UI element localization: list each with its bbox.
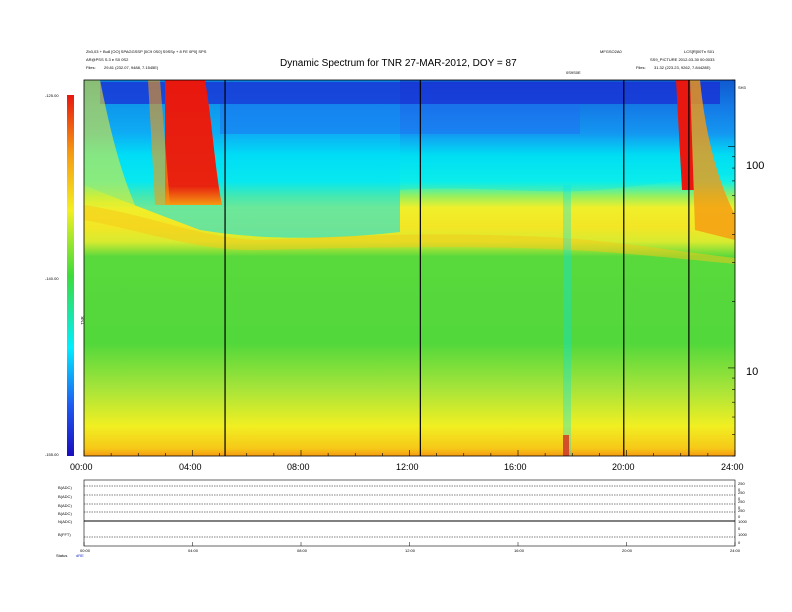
lower-row-label-6: B(FFT) — [58, 532, 71, 537]
lower-x-tick-0400: 04:00 — [188, 548, 199, 553]
header-left-files-label: Files: — [86, 65, 96, 70]
spectrogram-blue-band-2 — [220, 104, 580, 134]
lower-panel-frame — [83, 479, 736, 547]
lower-row-label-1: B(ADC) — [58, 485, 72, 490]
x-tick-0400: 04:00 — [179, 462, 202, 472]
lower-x-tick-2000: 20:00 — [622, 548, 633, 553]
lower-right-tick-12: 0 — [738, 540, 741, 545]
colorbar — [67, 95, 74, 456]
header-right-line1: MFGSO2A0 — [600, 49, 622, 54]
lower-x-tick-0000: 00:00 — [80, 548, 91, 553]
x-tick-2000: 20:00 — [612, 462, 635, 472]
lower-right-tick-5: 250 — [738, 499, 745, 504]
lower-x-tick-0800: 08:00 — [297, 548, 308, 553]
header-left-line1: Zb3,03 + Bu8 [OO] SPAGGSSP [0C9 0S0] S9S… — [86, 49, 207, 54]
footer-status-value: dRE — [76, 553, 84, 558]
lower-right-tick-3: 250 — [738, 490, 745, 495]
y-axis-right — [728, 79, 735, 457]
lower-right-tick-6: 0 — [738, 505, 741, 510]
lower-right-tick-4: 0 — [738, 496, 741, 501]
header-right-line2: SS9_PICTURE 2012-03-30 00:0033 — [650, 57, 715, 62]
header-top-center-small: 0S9S0E — [566, 70, 581, 75]
lower-row-label-2: B(ADC) — [58, 494, 72, 499]
x-axis — [83, 450, 736, 456]
chart-title: Dynamic Spectrum for TNR 27-MAR-2012, DO… — [280, 58, 517, 69]
y-tick-10: 10 — [746, 366, 759, 378]
lower-right-tick-2: 0 — [738, 487, 741, 492]
lower-row-label-3: B(ADC) — [58, 503, 72, 508]
lower-right-tick-8: 0 — [738, 514, 741, 519]
spectrogram-streak-bottom — [563, 435, 569, 456]
colorbar-tick-top: -125.00 — [45, 93, 59, 98]
lower-right-tick-7: 250 — [738, 508, 745, 513]
header-right-files-label: Files: — [636, 65, 646, 70]
lower-right-tick-1: 250 — [738, 481, 745, 486]
spectrogram-top-blue-band — [100, 82, 720, 104]
colorbar-gradient — [67, 95, 74, 456]
spectrogram-yellow-emission-left — [84, 80, 135, 205]
colorbar-svg — [67, 95, 74, 456]
lower-right-tick-11: 1000 — [738, 532, 747, 537]
lower-panel — [83, 485, 736, 546]
header-right-files-values: 31.32 (223.23, 9262, 7.84428E) — [654, 65, 711, 70]
x-tick-1600: 16:00 — [504, 462, 527, 472]
header-left-files-values: 29.81 (232.07, 9488, 7.1545E) — [104, 65, 159, 70]
spectrogram-streak — [563, 185, 571, 456]
lower-x-tick-1600: 16:00 — [514, 548, 525, 553]
header-left-line2: AR@PSS S.3 e S0 0S2 — [86, 57, 129, 62]
spectrogram-hot-emission-late — [676, 80, 694, 190]
spectrogram-orange-band — [84, 205, 735, 264]
lower-row-label-5: N(ADC) — [58, 519, 72, 524]
x-tick-0000: 00:00 — [70, 462, 93, 472]
colorbar-tick-bottom: -155.00 — [45, 452, 59, 457]
lower-row-label-4: B(ADC) — [58, 511, 72, 516]
y-tick-100: 100 — [746, 160, 765, 172]
header-right-line0: LCS[R]00Tn S01 — [684, 49, 715, 54]
x-tick-1200: 12:00 — [396, 462, 419, 472]
spectrogram-orange-emission-early — [148, 80, 170, 205]
spectrogram-orange-emission-late — [690, 80, 735, 240]
x-tick-0800: 08:00 — [287, 462, 310, 472]
spectrogram-hot-emission-early — [165, 80, 222, 205]
spectrogram-image — [84, 80, 735, 456]
spectrogram-cyan-region-right — [400, 80, 735, 192]
colorbar-tick-mid: -140.00 — [45, 276, 59, 281]
lower-right-tick-10: 0 — [738, 526, 741, 531]
header-right-corner: SH3 — [738, 85, 746, 90]
lower-x-tick-1200: 12:00 — [405, 548, 416, 553]
spectrogram-vertical-lines — [224, 80, 690, 456]
lower-x-tick-2400: 24:00 — [730, 548, 741, 553]
footer-status-label: Status — [56, 553, 68, 558]
lower-right-tick-9: 1000 — [738, 519, 747, 524]
x-tick-2400: 24:00 — [721, 462, 744, 472]
